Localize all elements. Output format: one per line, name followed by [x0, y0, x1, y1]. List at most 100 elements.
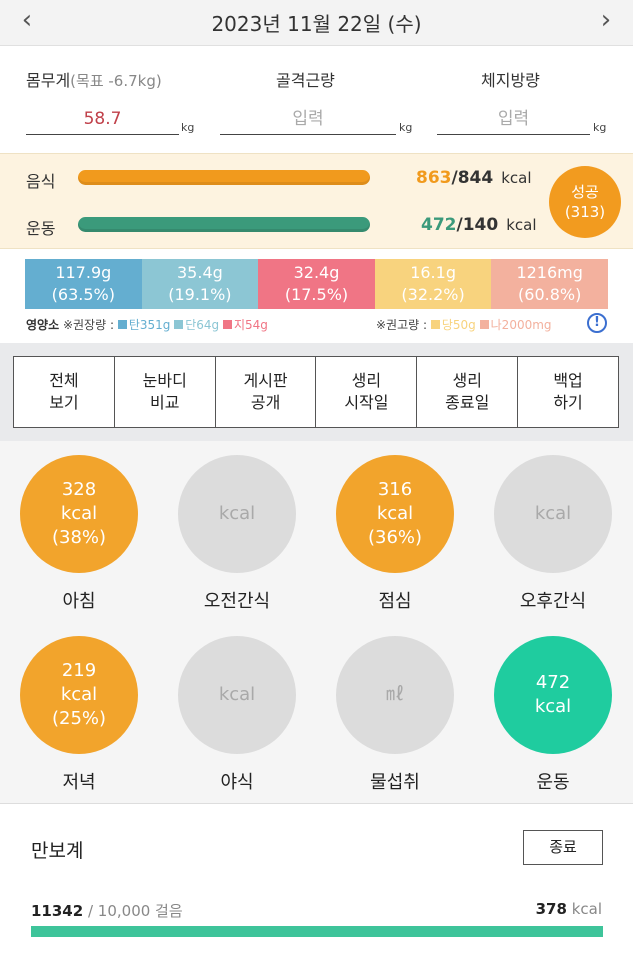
exercise-target: /140 [456, 215, 499, 235]
meal-unit: kcal [376, 503, 414, 524]
muscle-label: 골격근량 [276, 71, 335, 90]
nutrient-value: 1216mg [516, 263, 583, 282]
meal-item[interactable]: kcal 야식 [158, 636, 316, 794]
action-buttons: 전체 보기 눈바디 비교 게시판 공개 생리 시작일 생리 종료일 백업 하기 [13, 356, 619, 428]
nutrient-percent: (19.1%) [168, 285, 232, 304]
meal-circle[interactable]: 219 kcal (25%) [20, 636, 138, 754]
body-measurements: 몸무게(목표 -6.7kg) 골격근량 체지방량 58.7 kg 입력 kg 입… [0, 47, 633, 153]
legend-advised-group: ※권고량 : 당50g 나2000mg [376, 316, 552, 333]
meal-name: 야식 [220, 772, 254, 793]
meal-item[interactable]: 328 kcal (38%) 아침 [0, 455, 158, 613]
fat-label: 체지방량 [481, 71, 540, 90]
button-line: 하기 [553, 393, 583, 412]
meal-name: 오후간식 [519, 591, 587, 612]
next-day-button[interactable]: › [600, 5, 612, 35]
carb-swatch [117, 320, 127, 329]
fat-input[interactable]: 입력 [437, 105, 590, 135]
meal-circle[interactable]: ㎖ [336, 636, 454, 754]
pedometer-kcal-unit: kcal [571, 900, 602, 918]
button-line: 백업 [553, 371, 583, 390]
food-label: 음식 [26, 172, 56, 191]
meal-circle[interactable]: 316 kcal (36%) [336, 455, 454, 573]
meal-item[interactable]: kcal 오전간식 [158, 455, 316, 613]
food-actual: 863 [416, 168, 452, 188]
meal-circle[interactable]: 328 kcal (38%) [20, 455, 138, 573]
meal-grid: 328 kcal (38%) 아침 kcal 오전간식 316 kcal (36%) 점심 kcal… [0, 441, 633, 803]
meal-kcal: 219 [61, 660, 97, 681]
button-line: 보기 [49, 393, 79, 412]
steps-goal: / 10,000 걸음 [87, 902, 183, 920]
stop-button[interactable]: 종료 [523, 830, 603, 865]
prev-day-button[interactable]: ‹ [21, 5, 33, 35]
meal-circle[interactable]: kcal [494, 455, 612, 573]
weight-input[interactable]: 58.7 [26, 105, 179, 135]
meal-name: 저녁 [62, 772, 96, 793]
button-line: 공개 [250, 393, 281, 412]
food-unit: kcal [501, 169, 532, 187]
success-label: 성공 [571, 183, 599, 201]
button-line: 눈바디 [142, 371, 187, 390]
nutrient-cell: 35.4g (19.1%) [141, 259, 259, 309]
meal-kcal: 472 [535, 672, 571, 693]
pedometer-section: 만보계 종료 11342 / 10,000 걸음 378 kcal [0, 803, 633, 960]
meal-item[interactable]: 316 kcal (36%) 점심 [316, 455, 474, 613]
food-calories: 863/844 kcal [416, 168, 532, 188]
meal-kcal: 328 [61, 479, 97, 500]
meal-item[interactable]: ㎖ 물섭취 [316, 636, 474, 794]
button-line: 종료일 [445, 393, 490, 412]
nutrient-percent: (32.2%) [401, 285, 465, 304]
action-band: 전체 보기 눈바디 비교 게시판 공개 생리 시작일 생리 종료일 백업 하기 [0, 343, 633, 441]
exercise-calories: 472/140 kcal [421, 215, 537, 235]
info-icon[interactable]: ! [587, 313, 607, 333]
meal-circle[interactable]: 472 kcal [494, 636, 612, 754]
legend-protein: 단64g [185, 318, 220, 332]
meal-unit: kcal [60, 684, 98, 705]
meal-circle[interactable]: kcal [178, 455, 296, 573]
pedometer-kcal: 378 kcal [536, 900, 602, 918]
nutrient-cell: 1216mg (60.8%) [491, 259, 608, 309]
legend-advised: ※권고량 : [376, 318, 428, 332]
weight-label-text: 몸무게 [26, 71, 71, 90]
date-header: ‹ 2023년 11월 22일 (수) › [0, 0, 633, 46]
weight-unit: kg [181, 121, 195, 134]
button-line: 생리 [452, 371, 482, 390]
nutrient-cell: 117.9g (63.5%) [25, 259, 142, 309]
meal-item[interactable]: 472 kcal 운동 [474, 636, 632, 794]
exercise-calorie-bar [78, 217, 370, 232]
meal-unit: kcal [218, 503, 256, 524]
food-calorie-bar [78, 170, 370, 185]
button-line: 시작일 [344, 393, 389, 412]
weight-goal: (목표 -6.7kg) [70, 72, 162, 90]
nutrient-percent: (63.5%) [51, 285, 115, 304]
muscle-input[interactable]: 입력 [220, 105, 396, 135]
button-line: 비교 [150, 393, 180, 412]
button-line: 게시판 [243, 371, 288, 390]
meal-unit: kcal [534, 696, 572, 717]
meal-unit: kcal [218, 684, 256, 705]
meal-unit: kcal [60, 503, 98, 524]
food-target: /844 [451, 168, 494, 188]
legend-carb: 탄351g [128, 318, 171, 332]
button-line: 생리 [351, 371, 382, 390]
nutrient-value: 32.4g [293, 263, 340, 282]
step-progress-bar [31, 926, 603, 937]
view-all-button[interactable]: 전체 보기 [14, 357, 115, 427]
nutrient-percent: (17.5%) [284, 285, 349, 304]
meal-percent: (36%) [367, 527, 423, 548]
success-badge[interactable]: 성공 (313) [549, 166, 621, 238]
success-value: (313) [564, 203, 606, 221]
exercise-label: 운동 [26, 219, 56, 238]
meal-name: 운동 [536, 772, 570, 793]
meal-name: 오전간식 [203, 591, 271, 612]
meal-item[interactable]: 219 kcal (25%) 저녁 [0, 636, 158, 794]
nutrient-cell: 32.4g (17.5%) [258, 259, 375, 309]
meal-unit: kcal [534, 503, 572, 524]
meal-circle[interactable]: kcal [178, 636, 296, 754]
meal-item[interactable]: kcal 오후간식 [474, 455, 632, 613]
exercise-actual: 472 [421, 215, 457, 235]
